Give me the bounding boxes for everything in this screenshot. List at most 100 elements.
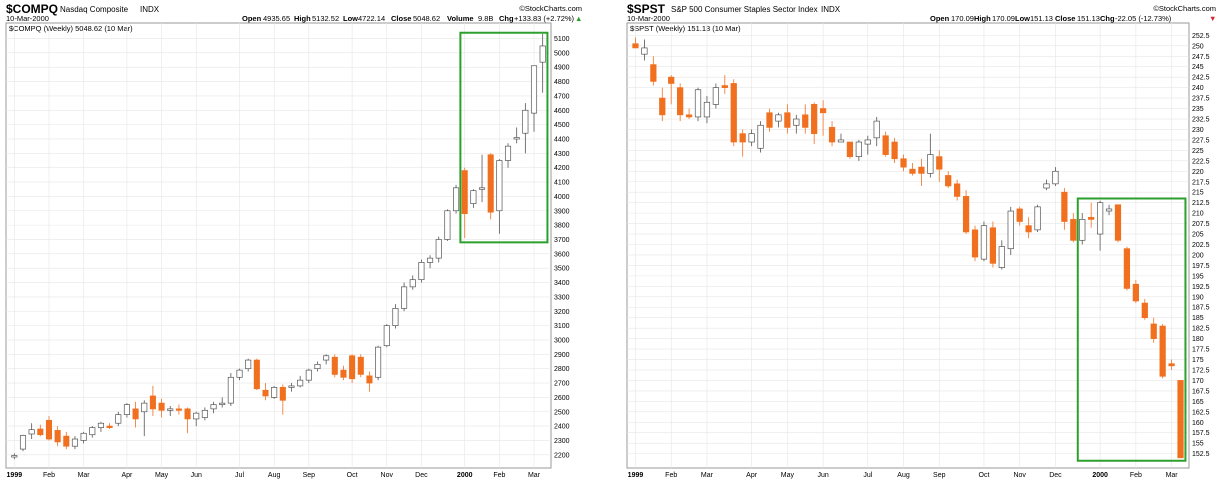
candle-body — [1043, 183, 1050, 189]
candle-body — [158, 402, 165, 411]
candle-body — [1168, 363, 1175, 367]
candle-body — [383, 325, 390, 347]
candle-body — [305, 369, 312, 381]
x-tick-label: Mar — [1166, 472, 1179, 479]
x-tick-label: 2000 — [1092, 472, 1108, 479]
chg-up-arrow-icon: ▲ — [575, 14, 582, 23]
candle-body — [757, 124, 764, 149]
candle-body — [435, 239, 442, 259]
candle-body — [375, 346, 382, 378]
candle-body — [882, 135, 889, 155]
y-tick-label: 3200 — [554, 309, 570, 316]
y-tick-label: 250 — [1192, 43, 1204, 50]
y-tick-label: 3300 — [554, 294, 570, 301]
plot-frame — [626, 22, 1190, 469]
candle-body — [236, 369, 243, 378]
candle-body — [945, 175, 952, 187]
candle-body — [650, 64, 657, 82]
candle-body — [253, 359, 260, 390]
candle-body — [201, 409, 208, 418]
candle-body — [71, 438, 78, 447]
candle-body — [210, 404, 217, 410]
candle-body — [828, 127, 836, 143]
y-tick-label: 237.5 — [1192, 96, 1210, 103]
x-tick-label: Apr — [121, 472, 133, 479]
y-tick-label: 4800 — [554, 79, 570, 86]
symbol: $SPST — [627, 2, 666, 16]
y-tick-label: 217.5 — [1192, 179, 1210, 186]
candle-body — [819, 108, 827, 114]
candle-body — [1007, 210, 1014, 250]
candle-body — [63, 435, 70, 447]
candle-body — [444, 210, 451, 240]
symbol: $COMPQ — [6, 2, 58, 16]
x-tick-label: Feb — [43, 472, 55, 479]
high-label: High — [974, 14, 991, 23]
candle-body — [1088, 216, 1095, 220]
candle-body — [811, 104, 818, 135]
y-tick-label: 190 — [1192, 294, 1204, 301]
date: 10-Mar-2000 — [627, 14, 670, 23]
close-label: Close — [1055, 14, 1075, 23]
y-tick-label: 2200 — [554, 452, 570, 459]
x-tick-label: Feb — [1130, 472, 1142, 479]
candle-body — [340, 369, 347, 378]
candle-body — [522, 109, 529, 134]
candle-body — [936, 156, 943, 170]
chg-label: Chg — [499, 14, 514, 23]
y-tick-label: 2600 — [554, 395, 570, 402]
candle-body — [703, 101, 711, 118]
y-tick-label: 3700 — [554, 237, 570, 244]
low-value: 151.13 — [1030, 14, 1053, 23]
y-tick-label: 4600 — [554, 108, 570, 115]
date: 10-Mar-2000 — [6, 14, 49, 23]
high-value: 5132.52 — [312, 14, 339, 23]
low-label: Low — [343, 14, 358, 23]
candle-body — [487, 154, 494, 213]
y-tick-label: 2400 — [554, 424, 570, 431]
x-tick-label: Feb — [665, 472, 677, 479]
y-tick-label: 3600 — [554, 251, 570, 258]
close-value: 5048.62 — [413, 14, 440, 23]
y-tick-label: 3000 — [554, 337, 570, 344]
candle-body — [184, 408, 191, 420]
candle-body — [954, 183, 961, 197]
candle-body — [331, 356, 338, 375]
candle-body — [641, 47, 648, 55]
watermark: ©StockCharts.com — [519, 4, 582, 13]
candle-body — [271, 386, 278, 398]
chart-legend: $COMPQ (Weekly) 5048.62 (10 Mar) — [9, 24, 133, 33]
volume-value: 9.8B — [478, 14, 493, 23]
y-tick-label: 5100 — [554, 36, 570, 43]
x-tick-label: 2000 — [457, 472, 473, 479]
candle-body — [694, 89, 702, 118]
y-tick-label: 242.5 — [1192, 75, 1210, 82]
y-tick-label: 200 — [1192, 252, 1204, 259]
candle-body — [1079, 219, 1086, 241]
y-tick-label: 2800 — [554, 366, 570, 373]
chg-down-arrow-icon: ▼ — [1209, 14, 1216, 23]
candle-body — [873, 120, 880, 139]
y-tick-label: 230 — [1192, 127, 1204, 134]
candle-body — [89, 427, 96, 436]
y-tick-label: 2700 — [554, 381, 570, 388]
y-tick-label: 215 — [1192, 190, 1204, 197]
candle-body — [793, 118, 800, 126]
candle-body — [530, 65, 538, 114]
y-tick-label: 252.5 — [1192, 33, 1210, 40]
candle-body — [1132, 283, 1139, 302]
high-label: High — [294, 14, 311, 23]
exchange: INDX — [821, 5, 841, 14]
chart-legend: $SPST (Weekly) 151.13 (10 Mar) — [630, 24, 741, 33]
x-tick-label: Nov — [1013, 472, 1026, 479]
candle-body — [392, 308, 399, 326]
candle-body — [685, 114, 693, 118]
candle-body — [227, 376, 234, 404]
y-tick-label: 160 — [1192, 420, 1204, 427]
x-tick-label: Jun — [191, 472, 202, 479]
candle-body — [279, 386, 286, 401]
candle-body — [730, 83, 737, 143]
candle-body — [668, 76, 675, 84]
plot-frame — [5, 22, 552, 469]
candle-body — [115, 414, 122, 424]
